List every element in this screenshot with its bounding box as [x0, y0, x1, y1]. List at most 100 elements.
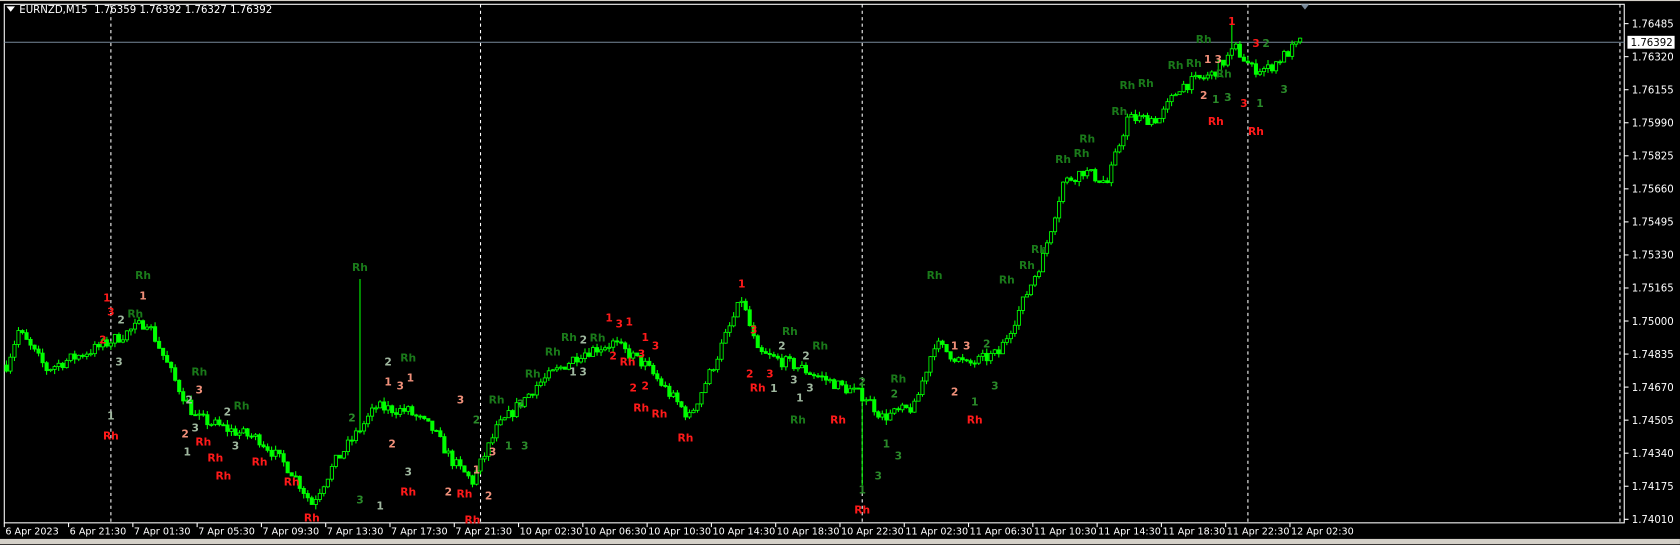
- time-tick-label: 10 Apr 10:30: [648, 527, 711, 538]
- candle-bull: [145, 326, 150, 330]
- signal-label: Rh: [489, 393, 505, 406]
- candle-bull: [482, 455, 487, 460]
- signal-label: 1: [625, 315, 632, 328]
- candle-bear: [422, 415, 427, 420]
- signal-label: 3: [616, 317, 623, 330]
- time-tick-label: 7 Apr 21:30: [455, 527, 512, 538]
- candle-bear: [655, 373, 660, 380]
- candle-bull: [1117, 145, 1122, 153]
- candle-bull: [1024, 294, 1029, 298]
- candle-bear: [619, 341, 624, 344]
- signal-label: Rh: [561, 331, 577, 344]
- candle-bull: [1205, 74, 1210, 79]
- candle-bull: [719, 342, 724, 360]
- candle-bear: [462, 465, 467, 473]
- candle-bull: [928, 356, 933, 373]
- candle-bull: [1101, 180, 1106, 183]
- candle-bear: [201, 413, 206, 416]
- candle-bear: [844, 384, 849, 394]
- candle-bull: [341, 451, 346, 459]
- signal-label: 3: [457, 393, 464, 406]
- candle-bear: [349, 439, 354, 442]
- candle-bear: [169, 361, 174, 369]
- price-tick-label: 1.76485: [1632, 19, 1674, 30]
- candle-bull: [570, 356, 575, 364]
- chart-shift-marker-icon[interactable]: [1300, 4, 1310, 10]
- signal-label: 3: [579, 365, 586, 378]
- candle-bull: [1173, 94, 1178, 97]
- candle-bear: [884, 413, 889, 421]
- candle-bear: [337, 454, 342, 459]
- signal-label: Rh: [1031, 243, 1047, 256]
- signal-label: 1: [883, 437, 890, 450]
- signal-label: 1: [103, 291, 110, 304]
- candle-bull: [1020, 296, 1025, 311]
- candle-bear: [269, 449, 274, 457]
- price-tick-label: 1.75495: [1632, 218, 1674, 229]
- signal-label: 3: [875, 470, 882, 483]
- candle-bear: [510, 410, 515, 418]
- candle-bull: [329, 466, 334, 480]
- candle-bull: [149, 326, 154, 329]
- candle-bear: [225, 424, 230, 432]
- candle-bear: [751, 325, 756, 337]
- candle-bear: [518, 402, 523, 407]
- candle-bear: [450, 450, 455, 467]
- candle-bear: [968, 360, 973, 364]
- candle-bull: [76, 354, 81, 360]
- price-tick-label: 1.74010: [1632, 515, 1674, 526]
- candle-bear: [763, 351, 768, 354]
- signal-label: Rh: [1074, 147, 1090, 160]
- candle-bull: [1061, 181, 1066, 202]
- candle-bull: [799, 364, 804, 369]
- current-price-box: [1627, 35, 1675, 49]
- candle-bull: [136, 320, 142, 324]
- candle-bear: [530, 393, 535, 396]
- signal-label: 2: [580, 333, 587, 346]
- candle-bear: [948, 351, 953, 360]
- signal-label: Rh: [633, 401, 649, 414]
- candle-bull: [365, 415, 371, 425]
- candle-bull: [554, 367, 559, 371]
- signal-label: Rh: [195, 436, 211, 449]
- candle-bull: [538, 381, 543, 386]
- candle-bull: [932, 348, 937, 358]
- candle-bear: [1197, 74, 1202, 79]
- candle-bear: [743, 300, 748, 311]
- candle-bull: [864, 399, 869, 402]
- candle-bear: [438, 430, 443, 438]
- candle-bear: [277, 449, 282, 455]
- candle-bear: [824, 375, 829, 381]
- signal-label: 3: [1214, 53, 1221, 66]
- signal-label: 2: [185, 393, 192, 406]
- candle-bull: [1189, 76, 1194, 91]
- signal-label: Rh: [103, 429, 119, 442]
- candle-bear: [382, 401, 387, 411]
- signal-label: 3: [790, 373, 797, 386]
- candle-bull: [253, 434, 258, 437]
- candle-bull: [333, 454, 338, 467]
- candle-bull: [1209, 71, 1214, 76]
- candle-bear: [430, 420, 435, 431]
- candle-bear: [414, 414, 419, 417]
- signal-label: 2: [1200, 89, 1207, 102]
- candle-bull: [1265, 64, 1271, 69]
- candle-bull: [1181, 83, 1186, 93]
- candle-bull: [108, 342, 113, 347]
- candle-bear: [747, 309, 752, 327]
- signal-label: 1: [605, 311, 612, 324]
- candle-bull: [1282, 51, 1287, 63]
- candle-bear: [297, 475, 302, 489]
- signal-label: Rh: [234, 399, 250, 412]
- candle-bear: [390, 405, 395, 414]
- candle-bull: [522, 397, 527, 407]
- time-tick-label: 11 Apr 18:30: [1162, 527, 1225, 538]
- candle-bull: [1137, 115, 1142, 122]
- candle-bear: [36, 348, 41, 354]
- dropdown-triangle-icon[interactable]: [6, 6, 15, 12]
- candle-bear: [1245, 60, 1250, 64]
- candle-bear: [1213, 71, 1218, 77]
- candle-bull: [795, 367, 800, 370]
- candle-bear: [679, 401, 684, 408]
